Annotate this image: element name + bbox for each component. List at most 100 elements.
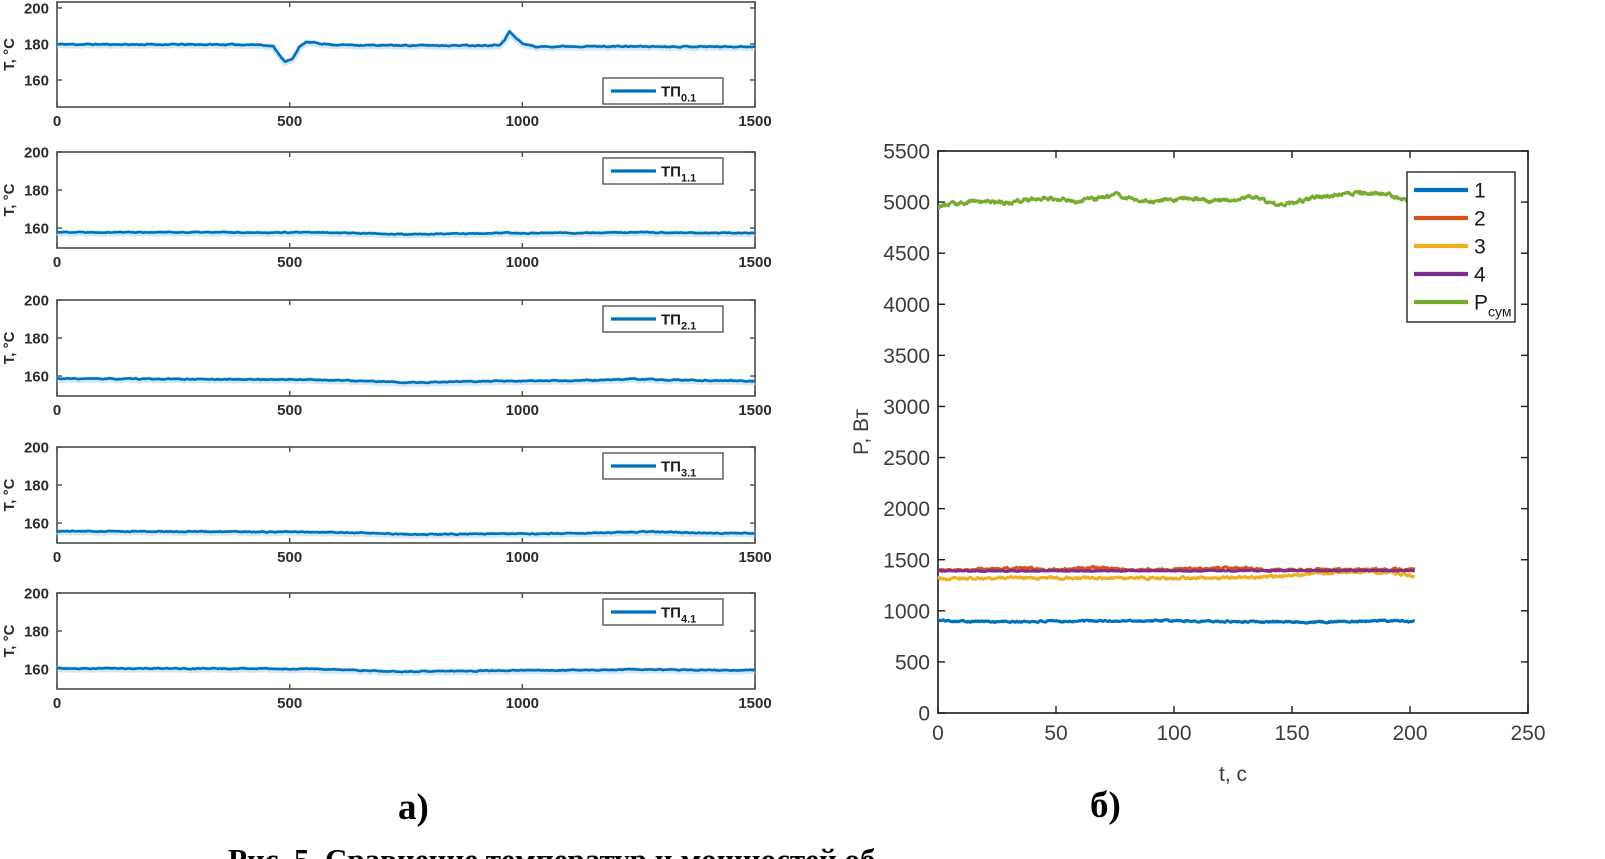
y-tick-label: 160 bbox=[24, 220, 49, 237]
y-axis-label: P, Вт bbox=[850, 409, 873, 455]
x-tick-label: 500 bbox=[277, 402, 302, 419]
legend-label: 1 bbox=[1474, 180, 1486, 203]
x-tick-label: 150 bbox=[1274, 722, 1309, 745]
x-tick-label: 1500 bbox=[738, 695, 771, 712]
legend: ТП2.1 bbox=[602, 305, 724, 333]
x-tick-label: 1500 bbox=[738, 402, 771, 419]
chart-tp4-svg: 0 500 1000 1500 160 180 200 Т, °С ТП4.1 bbox=[1, 585, 772, 712]
x-tick-label: 0 bbox=[53, 254, 61, 271]
legend: ТП1.1 bbox=[602, 157, 724, 185]
x-axis-label: t, с bbox=[1219, 763, 1247, 786]
legend: ТП0.1 bbox=[602, 77, 724, 105]
plot-frame bbox=[56, 1, 756, 108]
y-tick-label: 3500 bbox=[883, 345, 930, 368]
chart-tp2-svg: 0 500 1000 1500 160 180 200 Т, °С ТП2.1 bbox=[1, 292, 772, 419]
x-tick-label: 500 bbox=[277, 695, 302, 712]
chart-tp3-svg: 0 500 1000 1500 160 180 200 Т, °С ТП3.1 bbox=[1, 439, 772, 566]
figure-caption: Рис. 5. Сравнение температур и мощностей… bbox=[228, 842, 875, 859]
legend-label: ТП0.1 bbox=[661, 83, 696, 104]
x-tick-label: 250 bbox=[1510, 722, 1545, 745]
x-tick-label: 1500 bbox=[738, 549, 771, 566]
y-tick-label: 160 bbox=[24, 368, 49, 385]
y-tick-label: 1500 bbox=[883, 549, 930, 572]
x-tick-label: 1000 bbox=[506, 695, 539, 712]
y-tick-label: 3000 bbox=[883, 396, 930, 419]
y-tick-label: 200 bbox=[24, 292, 49, 309]
axes: 0 500 1000 1500 160 180 200 Т, °С bbox=[1, 439, 772, 566]
x-tick-label: 100 bbox=[1156, 722, 1191, 745]
y-tick-label: 4000 bbox=[883, 294, 930, 317]
y-tick-label: 180 bbox=[24, 182, 49, 199]
y-tick-label: 200 bbox=[24, 0, 49, 17]
y-tick-label: 200 bbox=[24, 439, 49, 456]
y-tick-label: 200 bbox=[24, 585, 49, 602]
series-line-1 bbox=[56, 376, 756, 385]
axes: 0 500 1000 1500 160 180 200 Т, °С bbox=[1, 144, 772, 271]
x-tick-label: 0 bbox=[53, 695, 61, 712]
x-tick-label: 50 bbox=[1044, 722, 1067, 745]
y-tick-label: 160 bbox=[24, 72, 49, 89]
x-tick-label: 1000 bbox=[506, 113, 539, 130]
x-tick-label: 0 bbox=[53, 113, 61, 130]
series-line-1 bbox=[56, 529, 756, 537]
y-axis-label: Т, °С bbox=[1, 331, 18, 364]
y-tick-label: 0 bbox=[918, 703, 930, 726]
panel-label-b: б) bbox=[1090, 785, 1121, 826]
x-tick-label: 1000 bbox=[506, 402, 539, 419]
y-tick-label: 160 bbox=[24, 661, 49, 678]
chart-power-svg: 0 50 100 150 200 2500500100015002000250030003… bbox=[850, 141, 1546, 786]
y-tick-label: 2500 bbox=[883, 447, 930, 470]
plot-frame bbox=[56, 299, 756, 397]
x-tick-label: 1000 bbox=[506, 549, 539, 566]
y-tick-label: 180 bbox=[24, 623, 49, 640]
plot-frame bbox=[56, 446, 756, 544]
legend: 1 2 3 4 Рсум bbox=[1406, 171, 1516, 323]
legend-label: Рсум bbox=[1474, 292, 1511, 320]
legend-label: ТП1.1 bbox=[661, 163, 696, 184]
series-line-5 bbox=[937, 189, 1412, 210]
legend-box bbox=[602, 157, 724, 185]
y-tick-label: 180 bbox=[24, 36, 49, 53]
series bbox=[936, 189, 1416, 625]
y-tick-label: 4500 bbox=[883, 243, 930, 266]
axes: 0 50 100 150 200 2500500100015002000250030003… bbox=[850, 141, 1546, 786]
x-tick-label: 0 bbox=[932, 722, 944, 745]
legend: ТП4.1 bbox=[602, 598, 724, 626]
y-tick-label: 5000 bbox=[883, 192, 930, 215]
x-tick-label: 0 bbox=[53, 402, 61, 419]
series-line-1 bbox=[56, 30, 756, 64]
series bbox=[56, 376, 757, 387]
panel-label-a: а) bbox=[398, 787, 429, 828]
series bbox=[56, 27, 756, 67]
series-line-1 bbox=[56, 230, 756, 236]
chart-tp0-svg: 0 500 1000 1500 160 180 200 Т, °С ТП0.1 bbox=[1, 0, 772, 130]
series bbox=[56, 528, 756, 540]
y-tick-label: 2000 bbox=[883, 498, 930, 521]
x-tick-label: 1000 bbox=[506, 254, 539, 271]
y-tick-label: 200 bbox=[24, 144, 49, 161]
x-tick-label: 1500 bbox=[738, 113, 771, 130]
legend-label: 2 bbox=[1474, 208, 1486, 231]
y-axis-label: Т, °С bbox=[1, 183, 18, 216]
y-axis-label: Т, °С bbox=[1, 624, 18, 657]
y-tick-label: 5500 bbox=[883, 141, 930, 164]
series bbox=[56, 665, 756, 677]
y-axis-label: Т, °С bbox=[1, 38, 18, 71]
axes: 0 500 1000 1500 160 180 200 Т, °С bbox=[1, 585, 772, 712]
y-axis-label: Т, °С bbox=[1, 478, 18, 511]
x-tick-label: 500 bbox=[277, 113, 302, 130]
plot-frame bbox=[56, 592, 756, 690]
series-line-1 bbox=[937, 618, 1416, 625]
legend: ТП3.1 bbox=[602, 452, 724, 480]
y-tick-label: 180 bbox=[24, 330, 49, 347]
legend-label: ТП4.1 bbox=[661, 604, 696, 625]
x-tick-label: 500 bbox=[277, 549, 302, 566]
axes: 0 500 1000 1500 160 180 200 Т, °С bbox=[1, 292, 772, 419]
y-tick-label: 160 bbox=[24, 515, 49, 532]
series-line-1 bbox=[56, 666, 756, 674]
plot-frame bbox=[937, 150, 1529, 714]
x-tick-label: 200 bbox=[1392, 722, 1427, 745]
legend-label: ТП3.1 bbox=[661, 458, 696, 479]
legend-label: 4 bbox=[1474, 264, 1486, 287]
